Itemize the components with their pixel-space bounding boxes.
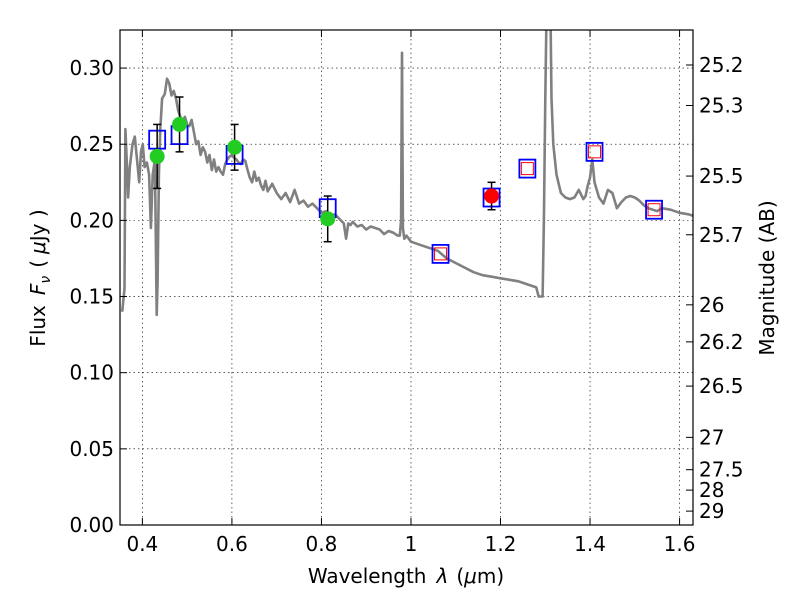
x-tick-label: 0.4 bbox=[126, 532, 158, 556]
x-tick-label: 1 bbox=[405, 532, 418, 556]
y2-tick-label: 27 bbox=[699, 425, 724, 449]
x-tick-label: 1.6 bbox=[664, 532, 696, 556]
y2-tick-label: 26.2 bbox=[699, 330, 744, 354]
model-photometry-square bbox=[585, 141, 604, 162]
y2-tick-label: 27.5 bbox=[699, 458, 744, 482]
observed-detection-point bbox=[149, 148, 165, 164]
y2-tick-label: 26.5 bbox=[699, 374, 744, 398]
x-tick-label: 1.4 bbox=[574, 532, 606, 556]
model-photometry-square bbox=[431, 243, 450, 264]
upper-limit-square bbox=[520, 162, 534, 176]
y-tick-label: 0.05 bbox=[69, 437, 114, 461]
y2-tick-label: 26 bbox=[699, 293, 724, 317]
y-tick-label: 0.25 bbox=[69, 132, 114, 156]
plot-frame bbox=[119, 29, 694, 526]
y-tick-label: 0.20 bbox=[69, 208, 114, 232]
model-spectrum-line bbox=[120, 30, 693, 317]
y2-axis-title: Magnitude (AB) bbox=[755, 200, 779, 355]
x-axis-title: Wavelength λ (μm) bbox=[308, 564, 504, 588]
observed-detection-point bbox=[227, 139, 243, 155]
y-axis-title: FluxFν(μJy ) bbox=[26, 209, 54, 346]
y-tick-label: 0.15 bbox=[69, 285, 114, 309]
y2-tick-label: 29 bbox=[699, 499, 724, 523]
data-area bbox=[120, 30, 693, 317]
observed-detection-red-point bbox=[484, 188, 500, 204]
y2-tick-label: 25.3 bbox=[699, 93, 744, 117]
y2-tick-label: 28 bbox=[699, 478, 724, 502]
x-tick-label: 0.8 bbox=[306, 532, 338, 556]
upper-limit-square bbox=[588, 145, 602, 159]
upper-limit-square bbox=[434, 247, 448, 261]
y2-tick-label: 25.7 bbox=[699, 223, 744, 247]
y2-tick-label: 25.2 bbox=[699, 53, 744, 77]
ticks: 0.4 0.6 0.8 1 1.2 1.4 1.6 0.00 0.05 0.10 0.15 0.20 0… bbox=[69, 30, 744, 556]
model-photometry-square bbox=[645, 199, 663, 220]
x-tick-label: 1.2 bbox=[485, 532, 517, 556]
observed-detection-point bbox=[320, 211, 336, 227]
x-tick-label: 0.6 bbox=[216, 532, 248, 556]
y-tick-label: 0.10 bbox=[69, 361, 114, 385]
observed-detection-point bbox=[172, 116, 188, 132]
upper-limit-square bbox=[647, 203, 661, 217]
y-tick-label: 0.00 bbox=[69, 513, 114, 537]
y-tick-label: 0.30 bbox=[69, 56, 114, 80]
model-photometry-square bbox=[518, 158, 537, 179]
y2-tick-label: 25.5 bbox=[699, 164, 744, 188]
